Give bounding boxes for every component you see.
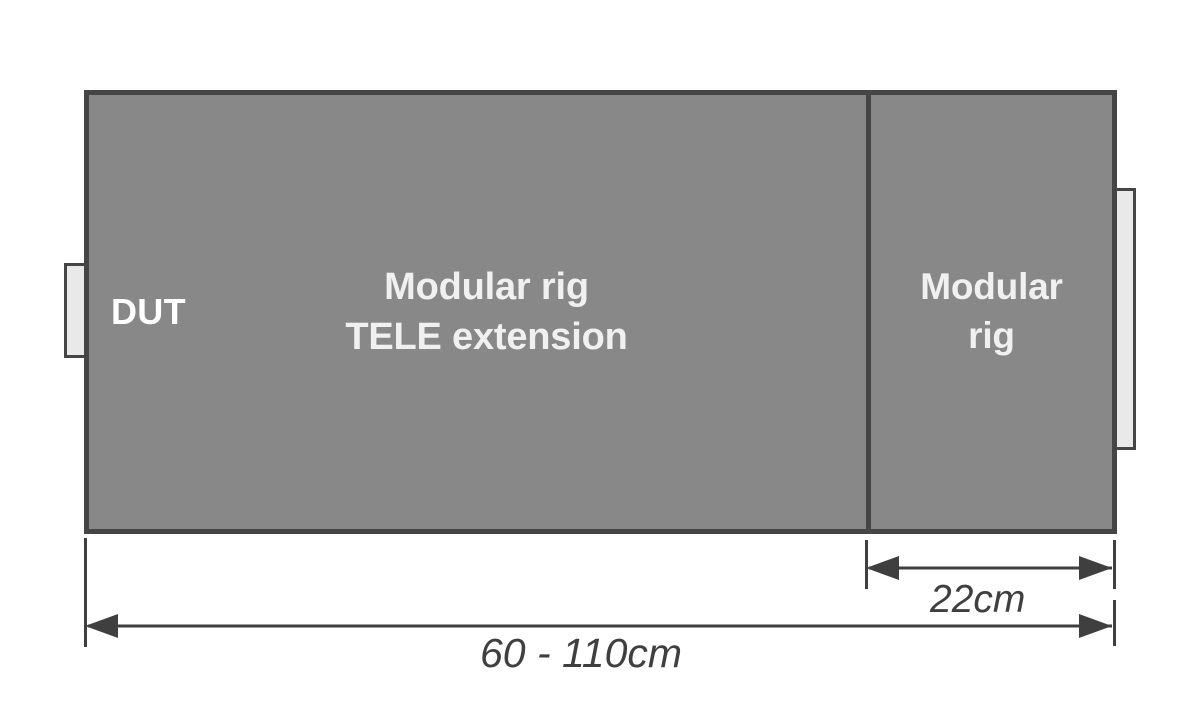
rig-assembly-body: DUT Modular rig TELE extension Modular r… [84,90,1117,534]
panel-modular-rig: Modular rig [871,95,1112,529]
dimension-label-total-length: 60 - 110cm [480,630,683,676]
dimension-label-22cm: 22cm [930,578,1026,621]
panel-tele-extension-label: Modular rig TELE extension [345,265,628,358]
dut-label: DUT [111,291,186,332]
panel-tele-extension: DUT Modular rig TELE extension [89,95,871,529]
panel-modular-rig-label: Modular rig [920,266,1063,356]
